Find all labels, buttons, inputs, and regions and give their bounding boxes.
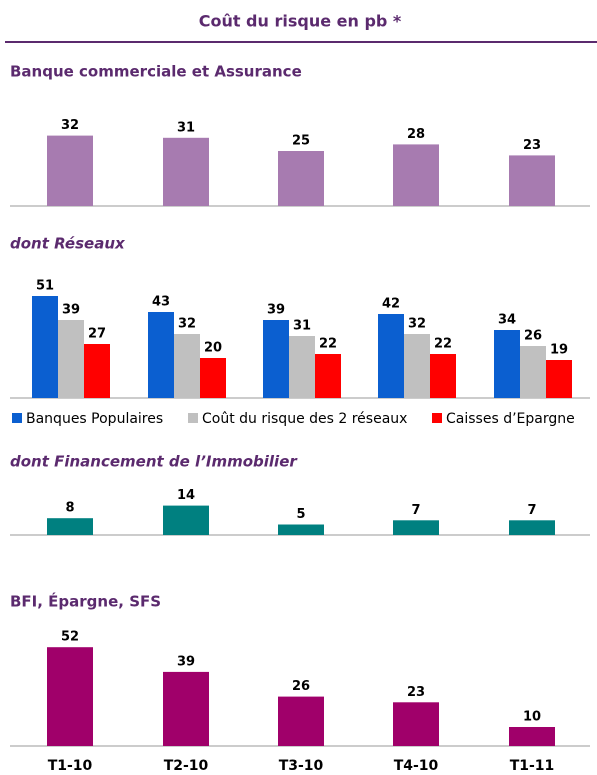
- bar: [47, 647, 93, 746]
- section-title: dont Financement de l’Immobilier: [10, 453, 298, 471]
- x-tick-label: T4-10: [394, 758, 439, 774]
- x-tick-label: T1-11: [510, 758, 555, 774]
- bar: [163, 505, 209, 535]
- bar: [404, 334, 430, 398]
- bar: [278, 524, 324, 535]
- value-label: 8: [65, 501, 74, 516]
- bar: [47, 135, 93, 206]
- bar: [278, 696, 324, 746]
- bar: [430, 354, 456, 398]
- x-tick-label: T3-10: [279, 758, 324, 774]
- value-label: 34: [498, 313, 516, 328]
- legend-label: Banques Populaires: [26, 411, 163, 427]
- value-label: 10: [523, 710, 541, 725]
- value-label: 25: [292, 134, 310, 149]
- value-label: 7: [527, 503, 536, 518]
- value-label: 23: [523, 138, 541, 153]
- bar: [163, 671, 209, 746]
- bar: [200, 358, 226, 398]
- value-label: 39: [267, 303, 285, 318]
- x-tick-label: T2-10: [164, 758, 209, 774]
- bar: [32, 296, 58, 398]
- value-label: 22: [319, 337, 337, 352]
- bar: [378, 314, 404, 398]
- legend-label: Caisses d’Epargne: [446, 411, 575, 427]
- bar: [84, 344, 110, 398]
- value-label: 52: [61, 630, 79, 645]
- value-label: 14: [177, 488, 195, 503]
- bar: [278, 151, 324, 206]
- legend-label: Coût du risque des 2 réseaux: [202, 411, 407, 427]
- bar: [494, 330, 520, 398]
- bar: [58, 320, 84, 398]
- legend-swatch: [188, 413, 198, 423]
- value-label: 20: [204, 341, 222, 356]
- value-label: 32: [61, 118, 79, 133]
- value-label: 32: [408, 317, 426, 332]
- bar: [393, 702, 439, 746]
- bar: [47, 518, 93, 535]
- value-label: 39: [177, 654, 195, 669]
- bar: [509, 520, 555, 535]
- value-label: 32: [178, 317, 196, 332]
- bar: [148, 312, 174, 398]
- bar: [263, 320, 289, 398]
- bar: [393, 520, 439, 535]
- legend-swatch: [12, 413, 22, 423]
- section-title: Banque commerciale et Assurance: [10, 63, 302, 81]
- value-label: 31: [293, 319, 311, 334]
- value-label: 27: [88, 327, 106, 342]
- section-title: BFI, Épargne, SFS: [10, 592, 161, 611]
- bar: [315, 354, 341, 398]
- legend-swatch: [432, 413, 442, 423]
- value-label: 19: [550, 343, 568, 358]
- slide-title: Coût du risque en pb *: [199, 12, 402, 31]
- bar: [289, 336, 315, 398]
- value-label: 51: [36, 279, 54, 294]
- value-label: 39: [62, 303, 80, 318]
- bar: [546, 360, 572, 398]
- value-label: 28: [407, 127, 425, 142]
- value-label: 42: [382, 297, 400, 312]
- bar: [509, 155, 555, 206]
- bar: [520, 346, 546, 398]
- value-label: 31: [177, 120, 195, 135]
- value-label: 23: [407, 685, 425, 700]
- value-label: 7: [411, 503, 420, 518]
- bar: [174, 334, 200, 398]
- value-label: 26: [524, 329, 542, 344]
- bar: [393, 144, 439, 206]
- value-label: 5: [296, 507, 305, 522]
- value-label: 43: [152, 295, 170, 310]
- x-tick-label: T1-10: [48, 758, 93, 774]
- value-label: 22: [434, 337, 452, 352]
- bar: [509, 727, 555, 746]
- section-title: dont Réseaux: [10, 235, 126, 253]
- value-label: 26: [292, 679, 310, 694]
- bar: [163, 137, 209, 206]
